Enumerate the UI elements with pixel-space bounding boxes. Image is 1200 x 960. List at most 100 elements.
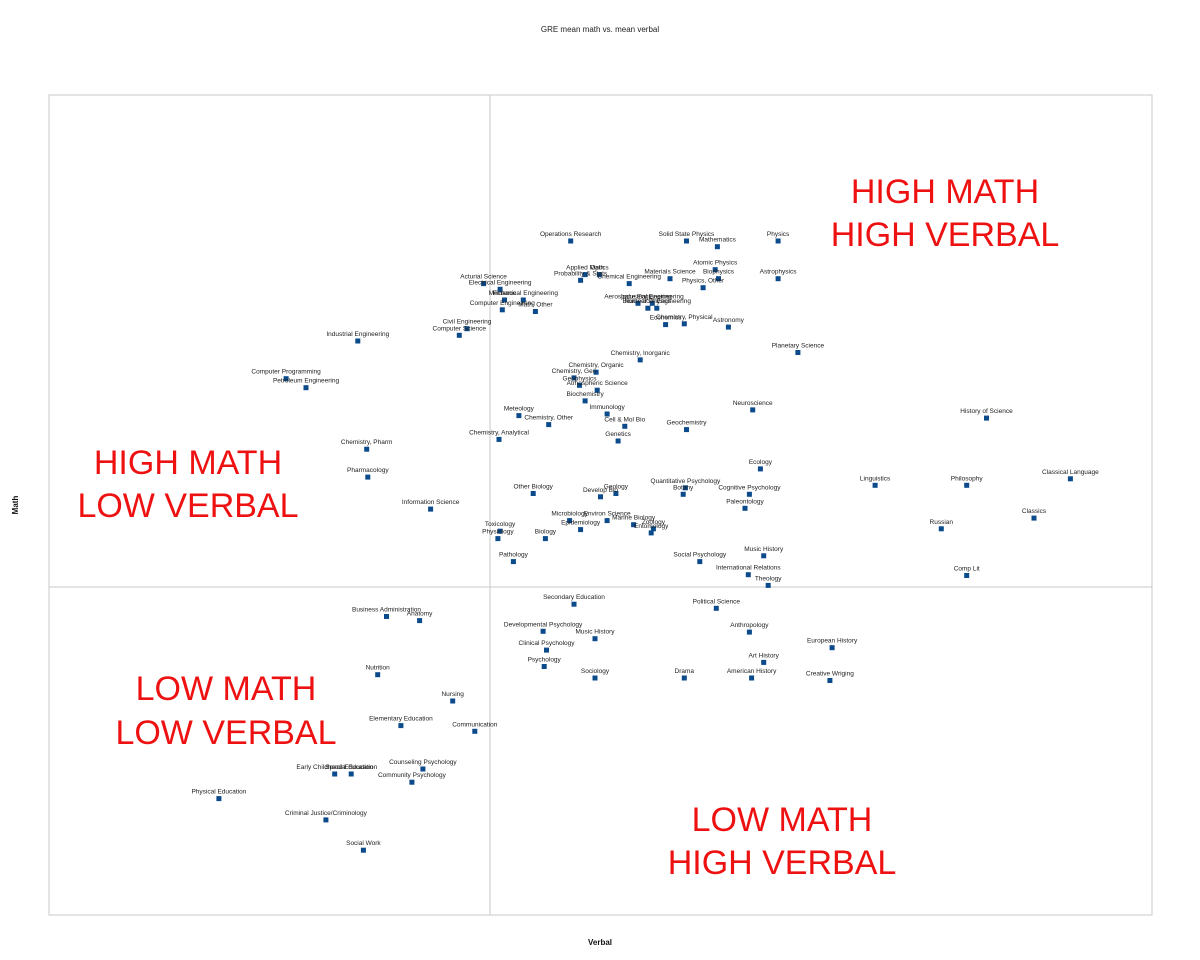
quadrant-label-bottom-left-line2: LOW VERBAL (115, 714, 336, 752)
point-label: Drama (675, 668, 695, 675)
data-point (872, 482, 878, 488)
point-label: Biophysics (703, 269, 735, 276)
data-point (365, 474, 371, 480)
point-label: Genetics (605, 431, 631, 438)
point-label: Art History (749, 652, 780, 659)
point-label: Theology (755, 575, 782, 582)
data-point (364, 446, 370, 452)
data-point (571, 601, 577, 607)
quadrant-label-top-left-line2: LOW VERBAL (77, 487, 298, 525)
data-point (409, 779, 415, 785)
data-point (348, 771, 354, 777)
data-point (510, 559, 516, 565)
data-point (742, 505, 748, 511)
point-label: Petroleum Engineering (273, 378, 340, 385)
point-label: Quantitative Psychology (651, 478, 721, 485)
data-point (716, 276, 721, 282)
point-label: Philosophy (951, 475, 984, 482)
point-label: Elementary Education (369, 716, 433, 723)
data-point (712, 267, 718, 273)
data-point (540, 628, 546, 634)
data-point (571, 375, 577, 381)
point-label: Social Work (346, 840, 381, 847)
data-point (635, 300, 641, 306)
point-label: Other Biology (514, 484, 554, 491)
data-point (417, 618, 423, 624)
data-point (615, 438, 621, 444)
point-label: Linguistics (860, 475, 891, 482)
point-label: Atmospheric Science (567, 380, 628, 387)
point-label: History of Science (960, 408, 1013, 415)
data-point (761, 659, 767, 665)
point-label: Astrophysics (760, 269, 798, 276)
data-point (582, 398, 588, 404)
data-point (481, 281, 487, 287)
data-point (765, 582, 771, 588)
data-point (216, 796, 222, 802)
data-point (596, 272, 602, 278)
data-point (684, 238, 689, 244)
data-point (450, 698, 456, 704)
quadrant-label-bottom-right-line1: LOW MATH (692, 801, 873, 839)
data-point (516, 413, 522, 419)
data-point (775, 276, 781, 282)
data-point (355, 338, 361, 344)
quadrant-label-top-left-line1: HIGH MATH (94, 444, 282, 482)
point-label: Nuclear Physics (625, 298, 672, 305)
point-label: Develop Bio (583, 487, 618, 494)
point-label: Botany (673, 484, 694, 491)
data-point (544, 647, 549, 653)
point-label: Computer Science (433, 325, 487, 332)
data-point (456, 332, 462, 338)
data-point (649, 300, 655, 306)
data-point (749, 675, 755, 681)
data-point (648, 530, 654, 536)
quadrant-label-top-right-line2: HIGH VERBAL (831, 216, 1060, 254)
point-label: Criminal Justice/Criminology (285, 810, 368, 817)
point-label: Immunology (589, 404, 625, 411)
data-point (497, 528, 503, 534)
data-point (568, 238, 574, 244)
data-point (725, 324, 731, 330)
point-label: Chemistry, Inorganic (611, 350, 671, 357)
point-label: Physical Education (191, 789, 246, 796)
data-point (964, 482, 970, 488)
data-point (420, 766, 426, 772)
point-label: Atomic Physics (693, 260, 738, 267)
point-label: Pharmacology (347, 467, 389, 474)
data-point (384, 614, 389, 619)
data-point (567, 518, 573, 524)
point-label: Special Education (325, 764, 377, 771)
point-label: European History (807, 638, 858, 645)
data-point (775, 238, 781, 244)
point-label: Acturial Science (460, 274, 507, 281)
point-label: Mechanical Engineering (489, 290, 559, 297)
data-point (303, 385, 309, 391)
plot-area (48, 94, 1153, 916)
point-label: Planetary Science (772, 343, 825, 350)
point-label: Computer Programming (251, 369, 321, 376)
point-label: Chemistry, Analytical (469, 429, 529, 436)
data-point (761, 553, 767, 559)
data-point (283, 376, 289, 382)
point-label: Comp Lit (954, 566, 980, 573)
data-point (827, 678, 833, 683)
point-label: International Relations (716, 565, 781, 572)
quadrant-label-bottom-right-line2: HIGH VERBAL (668, 844, 897, 882)
point-label: Business Administration (352, 607, 421, 614)
data-point (598, 494, 603, 500)
point-label: Astronomy (713, 317, 745, 324)
point-label: Counseling Psychology (389, 759, 457, 766)
point-label: Electrical Engineering (469, 279, 532, 286)
data-point (472, 728, 478, 734)
data-point (375, 672, 381, 678)
point-label: Operations Research (540, 231, 602, 238)
point-label: Aerospace Engineering (604, 293, 672, 300)
data-point (464, 326, 470, 332)
data-point (499, 307, 505, 313)
data-point (654, 305, 660, 311)
data-point (613, 491, 619, 496)
point-label: Developmental Psychology (504, 621, 583, 628)
point-label: Physics (767, 231, 790, 238)
chart-title: GRE mean math vs. mean verbal (541, 25, 659, 34)
